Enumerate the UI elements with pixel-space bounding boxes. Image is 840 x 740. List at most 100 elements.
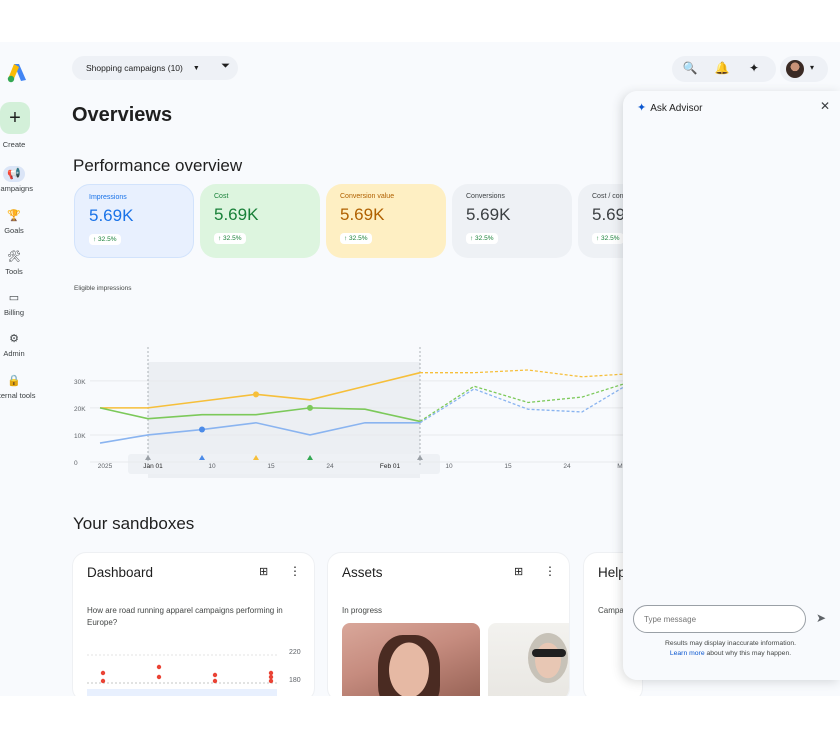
metric-value: 5.69K (214, 205, 259, 224)
data-point (253, 391, 259, 398)
series-line-comparison (420, 369, 626, 378)
rail-item-goals[interactable]: 🏆 Goals (0, 208, 42, 235)
x-tick-label: 10 (445, 463, 453, 470)
advisor-message-input[interactable] (633, 605, 806, 633)
sandbox-card-subtitle: How are road running apparel campaigns p… (87, 606, 283, 627)
rail-item-label: Campaigns (0, 184, 33, 193)
create-label-text: Create (2, 140, 26, 149)
series-line (99, 421, 420, 444)
x-tick-label: 15 (504, 463, 512, 470)
create-button[interactable]: + (0, 102, 30, 134)
add-chart-icon[interactable]: ⊞ (514, 566, 524, 578)
advisor-sparkle-icon[interactable]: ✦ (748, 61, 760, 75)
metric-label: Cost / conv. (592, 193, 629, 200)
metric-card-conversion-value[interactable]: Conversion value 5.69K ↑ 32.5% (326, 184, 446, 258)
metric-label: Conversions (466, 193, 505, 200)
campaign-selector-label: Shopping campaigns (10) (86, 63, 183, 73)
lock-icon: 🔒 (7, 375, 21, 387)
credit-card-icon: ▭ (8, 292, 20, 304)
event-marker (307, 455, 313, 460)
metric-value: 5.69K (340, 205, 385, 224)
asset-image-sunglasses[interactable] (488, 623, 569, 696)
mini-chart-tick: 220 (289, 649, 301, 656)
x-tick-label: Feb 01 (380, 463, 401, 470)
rail-item-label: Internal tools (0, 391, 36, 400)
app-window: + Create 📢 Campaigns 🏆 Goals 🛠 Tools ▭ B… (0, 42, 840, 696)
metric-value: 5.69K (89, 206, 134, 225)
rail-item-campaigns[interactable]: 📢 Campaigns (0, 166, 42, 193)
rail-item-tools[interactable]: 🛠 Tools (0, 249, 42, 276)
send-icon[interactable]: ➤ (816, 611, 827, 625)
mini-chart-tick: 180 (289, 677, 301, 684)
performance-overview-title: Performance overview (73, 156, 243, 175)
y-tick-label: 0 (74, 460, 78, 467)
google-ads-logo[interactable] (6, 62, 28, 84)
advisor-title: Ask Advisor (650, 103, 703, 114)
x-tick-label: Jan 01 (143, 463, 163, 470)
metric-card-cost[interactable]: Cost 5.69K ↑ 32.5% (200, 184, 320, 258)
sandbox-card-title: Assets (342, 565, 383, 580)
metric-change-badge: ↑ 32.5% (466, 233, 498, 244)
ask-advisor-panel: ✦Ask Advisor ✕ ➤ Results may display ina… (623, 91, 840, 680)
y-tick-label: 20K (74, 406, 86, 413)
rail-item-label: Billing (3, 308, 24, 317)
tools-icon: 🛠 (7, 251, 21, 263)
x-tick-label: 10 (208, 463, 216, 470)
rail-item-billing[interactable]: ▭ Billing (0, 290, 42, 317)
account-menu[interactable]: ▾ (780, 56, 828, 82)
sandbox-card-title: Dashboard (87, 565, 154, 580)
metric-card-impressions[interactable]: Impressions 5.69K ↑ 32.5% (74, 184, 194, 258)
campaign-selector[interactable]: Shopping campaigns (10) ▼ ⏷ (72, 56, 238, 80)
metric-card-conversions[interactable]: Conversions 5.69K ↑ 32.5% (452, 184, 572, 258)
asset-image-woman-portrait[interactable] (342, 623, 480, 696)
add-chart-icon[interactable]: ⊞ (259, 566, 269, 578)
metric-change-badge: ↑ 32.5% (340, 233, 372, 244)
trophy-icon: 🏆 (7, 210, 21, 222)
rail-item-admin[interactable]: ⚙ Admin (0, 331, 42, 358)
metric-change-badge: ↑ 32.5% (89, 234, 121, 245)
series-line (99, 407, 421, 423)
bell-icon[interactable]: 🔔 (714, 61, 730, 75)
portrait-face (378, 635, 440, 696)
learn-more-link[interactable]: Learn more (669, 649, 705, 657)
x-tick-label: 15 (267, 463, 275, 470)
sandboxes-title: Your sandboxes (73, 514, 195, 533)
close-icon[interactable]: ✕ (819, 99, 830, 113)
filter-icon[interactable]: ⏷ (221, 60, 230, 72)
y-tick-label: 10K (74, 433, 86, 440)
sandbox-card-title: Help (598, 565, 626, 580)
selected-range-axis-band (128, 454, 440, 474)
more-vert-icon[interactable]: ⋮ (544, 564, 556, 578)
sandbox-card-dashboard[interactable]: Dashboard ⊞ ⋮ How are road running appar… (72, 552, 315, 696)
rail-item-label: Admin (3, 349, 25, 358)
advisor-sparkle-icon: ✦ (637, 102, 647, 114)
avatar (786, 60, 804, 78)
page-title: Overviews (72, 104, 173, 126)
more-vert-icon[interactable]: ⋮ (289, 564, 301, 578)
metric-label: Impressions (89, 194, 127, 201)
series-line-comparison (419, 382, 626, 422)
advisor-header: ✦ Ask Advisor (637, 101, 702, 114)
metric-change-badge: ↑ 32.5% (592, 233, 624, 244)
metric-label: Conversion value (340, 193, 395, 200)
chevron-down-icon: ▾ (810, 63, 815, 72)
metric-change-badge: ↑ 32.5% (214, 233, 246, 244)
series-line-comparison (419, 385, 626, 424)
eligible-impressions-chart[interactable]: 0 10K 20K 30K 2025 Jan 01 10 15 24 Feb 01 10 15 24 M (60, 292, 640, 492)
sandbox-card-subtitle: In progress (342, 606, 383, 615)
dashboard-mini-chart (87, 654, 277, 696)
disclaimer-text: Results may display inaccurate informati… (664, 640, 797, 647)
rail-item-label: Tools (5, 267, 23, 276)
search-icon[interactable]: 🔍 (682, 61, 698, 75)
megaphone-icon: 📢 (3, 166, 25, 182)
x-tick-label: 24 (326, 463, 334, 470)
event-marker (253, 455, 259, 460)
rail-item-internal-tools[interactable]: 🔒 Internal tools (0, 373, 42, 400)
chart-title: Eligible impressions (74, 285, 132, 292)
disclaimer-text: about why this may happen. (704, 649, 792, 657)
event-marker (417, 455, 423, 460)
chevron-down-icon: ▼ (192, 64, 200, 72)
event-marker (145, 455, 151, 460)
sandbox-card-assets[interactable]: Assets ⊞ ⋮ In progress (327, 552, 570, 696)
sandbox-card-subtitle: Campa (598, 606, 624, 615)
